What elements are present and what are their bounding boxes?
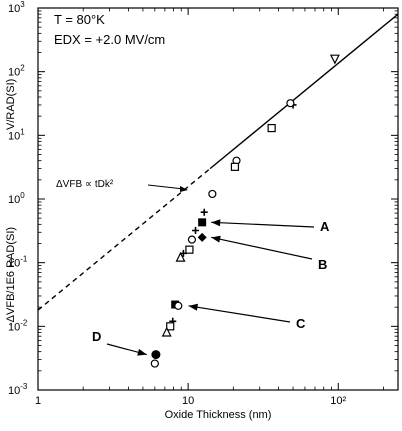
callout-label: C — [296, 316, 306, 331]
y-tick-label: 100 — [8, 191, 25, 206]
data-point-triangle-down — [329, 54, 340, 65]
data-point-circle-open — [174, 301, 183, 310]
trend-annotation: ΔVFB ∝ tDk² — [56, 179, 114, 190]
x-tick-label: 10 — [182, 395, 194, 407]
callout-label: D — [92, 329, 101, 344]
tick-layer: 10-3 10-2 10-1 100 101 102 103 1 10 10² — [8, 0, 398, 407]
data-point-plus — [192, 227, 200, 235]
data-point-circle-filled — [151, 350, 161, 360]
y-tick-label: 10-3 — [8, 382, 28, 397]
points-layer — [150, 54, 340, 368]
data-point-square-open — [267, 123, 276, 133]
data-point-square-open — [185, 245, 194, 254]
data-point-circle-open — [150, 359, 159, 368]
data-point-square-open — [166, 322, 175, 331]
callout-b: B — [211, 235, 327, 272]
data-point-triangle-up — [161, 326, 172, 337]
callout-arrow-line — [188, 305, 291, 323]
x-tick-label: 10² — [330, 395, 346, 407]
data-point-circle-open — [187, 235, 197, 244]
callout-label: B — [318, 257, 327, 272]
y-axis-label: -ΔVFB/1E6 RAD(SI) — [5, 227, 17, 326]
data-point-plus — [200, 208, 208, 216]
trend-layer — [37, 13, 399, 311]
callout-arrow-line — [211, 236, 313, 260]
y-tick-label: 102 — [8, 64, 25, 79]
callout-arrow-line — [211, 221, 315, 228]
data-point-triangle-up — [175, 251, 186, 262]
callout-c: C — [188, 303, 306, 331]
callout-arrow-head — [211, 235, 221, 243]
trend-line-dashed — [37, 168, 211, 311]
x-axis-label: Oxide Thickness (nm) — [165, 409, 272, 421]
data-point-diamond-filled — [197, 232, 207, 242]
trend-annotation-arrow — [147, 184, 188, 192]
data-point-circle-open — [208, 189, 217, 199]
callout-a: A — [211, 219, 330, 234]
y-tick-label: 10-2 — [8, 318, 28, 333]
data-point-circle-open — [286, 99, 295, 108]
x-tick-label: 1 — [35, 395, 41, 407]
condition-field: EDX = +2.0 MV/cm — [54, 32, 165, 47]
trend-line-solid — [209, 13, 399, 170]
callout-label: A — [320, 219, 330, 234]
y-tick-label: 10-1 — [8, 255, 28, 270]
callouts-layer: A B C D — [92, 219, 330, 356]
y-axis-label-right: V/RAD(SI) — [5, 79, 17, 130]
callout-arrow-head — [137, 348, 147, 356]
callout-arrow-head — [211, 219, 221, 227]
y-tick-label: 101 — [8, 127, 25, 142]
data-point-square-open — [230, 162, 240, 171]
y-tick-label: 103 — [8, 0, 25, 15]
condition-temperature: T = 80°K — [54, 12, 105, 27]
data-point-square-filled — [198, 218, 207, 227]
callout-arrow-head — [188, 303, 198, 311]
callout-d: D — [92, 329, 147, 356]
